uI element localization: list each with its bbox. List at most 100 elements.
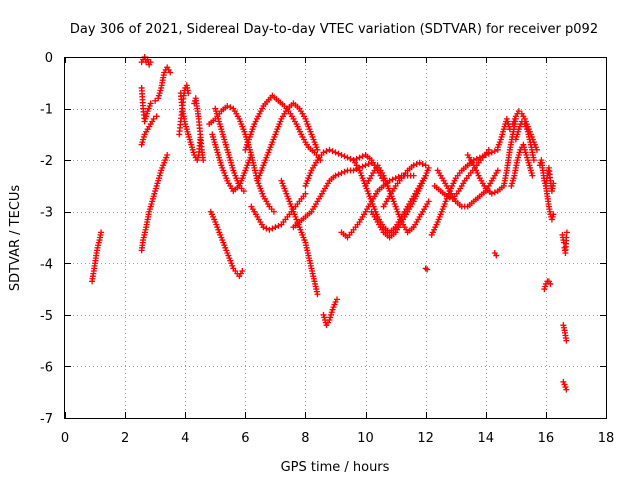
data-point	[424, 266, 431, 273]
data-point	[425, 198, 432, 205]
data-point	[332, 149, 339, 156]
data-point	[473, 155, 480, 162]
data-point	[335, 150, 342, 157]
y-tick-label: -6	[40, 360, 53, 375]
y-tick-label: -4	[40, 257, 53, 272]
data-point	[164, 151, 171, 158]
data-point	[302, 190, 309, 197]
data-point	[362, 162, 369, 169]
data-point	[263, 225, 270, 232]
series-s4	[138, 113, 160, 148]
series-s25	[422, 265, 431, 273]
data-point	[350, 167, 357, 174]
data-point	[563, 386, 570, 393]
series-s3	[138, 64, 174, 125]
data-point	[446, 194, 453, 201]
data-point	[422, 162, 429, 169]
data-point	[506, 126, 513, 133]
x-tick-label: 18	[598, 431, 615, 446]
y-tick-label: -3	[40, 206, 53, 221]
data-point	[227, 104, 234, 111]
data-point	[200, 157, 207, 164]
series-s1	[89, 229, 105, 285]
x-tick-label: 2	[121, 431, 129, 446]
data-point	[314, 291, 321, 298]
data-point	[491, 189, 498, 196]
series-s34	[512, 118, 537, 164]
series-s24	[380, 159, 429, 210]
series-s36	[542, 182, 557, 223]
data-point	[410, 172, 417, 179]
series-s7	[177, 90, 204, 164]
data-point	[493, 252, 500, 259]
data-point	[419, 161, 426, 168]
data-point	[494, 167, 501, 174]
data-point	[334, 296, 341, 303]
data-point	[270, 208, 277, 215]
data-point	[530, 157, 537, 164]
series-s16	[278, 177, 321, 298]
data-point	[347, 155, 354, 162]
data-point	[425, 164, 432, 171]
y-tick-label: -2	[40, 154, 53, 169]
data-point	[353, 155, 360, 162]
data-point	[359, 153, 366, 160]
data-point	[563, 337, 570, 344]
data-point	[332, 172, 339, 179]
series-s11	[212, 105, 247, 195]
data-point	[515, 108, 522, 115]
data-point	[365, 161, 372, 168]
y-tick-label: 0	[45, 51, 53, 66]
data-point	[275, 222, 282, 229]
series-s14	[254, 100, 321, 184]
x-tick-label: 10	[357, 431, 374, 446]
x-tick-label: 6	[241, 431, 249, 446]
data-point	[147, 100, 154, 107]
data-point	[416, 159, 423, 166]
data-point	[98, 229, 105, 236]
series-s23	[368, 164, 432, 241]
data-point	[550, 211, 557, 218]
data-point	[488, 190, 495, 197]
data-point	[329, 148, 336, 155]
series-s40	[560, 378, 570, 393]
series-s13	[242, 92, 324, 164]
data-point	[150, 115, 157, 122]
data-point	[314, 146, 321, 153]
data-point	[529, 172, 536, 179]
y-tick-label: -1	[40, 103, 53, 118]
data-point	[260, 224, 267, 231]
series-s32	[508, 141, 536, 189]
data-point	[153, 113, 160, 120]
series-s30	[491, 249, 500, 259]
data-point	[326, 146, 333, 153]
data-point	[240, 188, 247, 195]
x-tick-label: 16	[538, 431, 555, 446]
data-point	[147, 59, 154, 66]
series-s12	[207, 208, 246, 280]
data-point	[550, 180, 557, 187]
x-tick-label: 8	[301, 431, 309, 446]
x-axis-label: GPS time / hours	[281, 460, 390, 475]
data-point	[488, 149, 495, 156]
data-point	[485, 146, 492, 153]
data-point	[248, 151, 255, 158]
data-point	[323, 148, 330, 155]
ticks-layer: 0 2 4 6 8 10 12 14 16 18 0 -1 -2 -3 -4 -5 -6 -7	[40, 51, 614, 446]
data-point	[338, 170, 345, 177]
data-point	[266, 226, 273, 233]
series-s27	[431, 146, 492, 202]
series-s39	[560, 322, 570, 344]
data-point	[359, 163, 366, 170]
data-point	[335, 171, 342, 178]
data-point	[563, 229, 570, 236]
data-point	[410, 162, 417, 169]
x-tick-label: 0	[61, 431, 69, 446]
data-point	[272, 224, 279, 231]
y-tick-label: -7	[40, 412, 53, 427]
data-point	[239, 268, 246, 275]
data-point	[320, 149, 327, 156]
data-point	[547, 280, 554, 287]
data-point	[338, 151, 345, 158]
